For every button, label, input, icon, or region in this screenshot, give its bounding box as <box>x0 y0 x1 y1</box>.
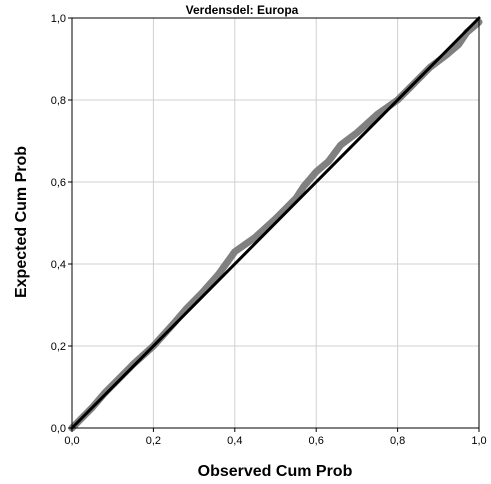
y-tick-label: 0,2 <box>51 341 66 353</box>
x-axis-title: Observed Cum Prob <box>198 463 353 480</box>
x-tick-label: 0,0 <box>64 435 79 447</box>
x-tick-label: 0,4 <box>227 435 242 447</box>
x-tick-label: 0,6 <box>309 435 324 447</box>
y-axis-title: Expected Cum Prob <box>13 146 30 298</box>
y-tick-label: 0,8 <box>51 95 66 107</box>
x-axis-ticks: 0,0 0,2 0,4 0,6 0,8 1,0 <box>64 428 486 447</box>
x-tick-label: 0,8 <box>390 435 405 447</box>
y-tick-label: 1,0 <box>51 13 66 25</box>
y-tick-label: 0,0 <box>51 423 66 435</box>
x-tick-label: 0,2 <box>146 435 161 447</box>
y-axis-ticks: 0,0 0,2 0,4 0,6 0,8 1,0 <box>51 13 72 435</box>
x-tick-label: 1,0 <box>471 435 486 447</box>
y-tick-label: 0,6 <box>51 177 66 189</box>
reference-line <box>72 18 479 428</box>
y-tick-label: 0,4 <box>51 259 66 271</box>
chart-title: Verdensdel: Europa <box>186 3 299 17</box>
series-layer <box>72 18 479 428</box>
